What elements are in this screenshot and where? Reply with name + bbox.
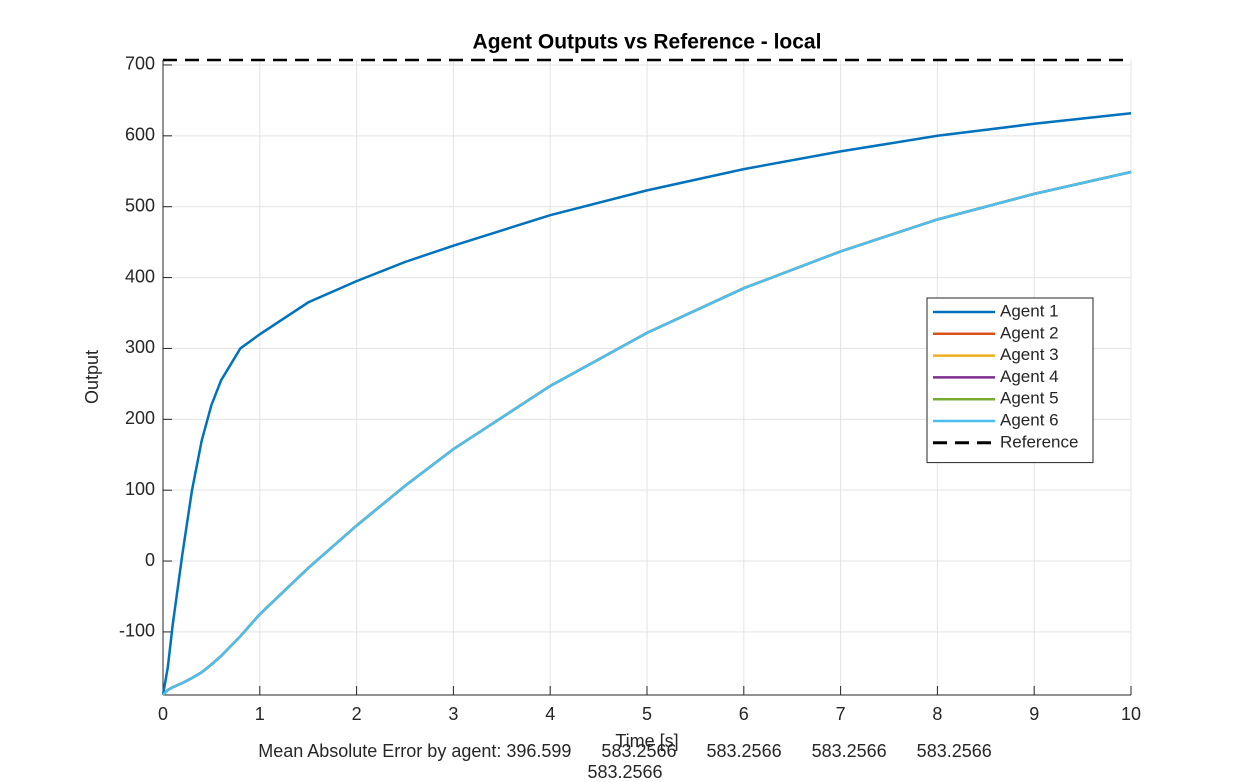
legend-box [926,297,1094,464]
x-tick-label: 0 [158,704,168,724]
x-axis-label: Time [s] [615,731,678,751]
x-tick-label: 7 [836,704,846,724]
x-tick-label: 3 [448,704,458,724]
x-tick-label: 6 [739,704,749,724]
y-tick-label: 300 [125,337,155,357]
x-tick-label: 9 [1029,704,1039,724]
y-tick-label: 600 [125,125,155,145]
annotation: Mean Absolute Error by agent: 396.599 58… [258,741,992,761]
y-tick-label: 200 [125,408,155,428]
y-tick-label: 400 [125,266,155,286]
annotation: 583.2566 [587,762,662,782]
y-tick-label: -100 [119,621,155,641]
legend-label: Reference [1000,432,1078,451]
y-tick-label: 500 [125,195,155,215]
line-series [161,111,1132,696]
chart-title: Agent Outputs vs Reference - local [473,31,822,54]
x-tick-label: 8 [932,704,942,724]
line-series [162,170,1132,696]
x-tick-label: 1 [255,704,265,724]
y-tick-label: 100 [125,479,155,499]
y-axis-label: Output [82,350,102,404]
y-tick-label: 0 [145,550,155,570]
x-tick-label: 2 [352,704,362,724]
y-tick-label: 700 [125,54,155,74]
legend-label: Agent 4 [1000,367,1059,386]
legend-label: Agent 3 [1000,345,1059,364]
legend-label: Agent 5 [1000,389,1059,408]
x-tick-label: 5 [642,704,652,724]
x-tick-label: 10 [1121,704,1141,724]
x-tick-label: 4 [545,704,555,724]
legend-label: Agent 2 [1000,323,1059,342]
legend-label: Agent 1 [1000,301,1059,320]
legend: Agent 1 Agent 2 Agent 3 Agent 4 Agent 5 Agent… [926,297,1094,464]
legend-label: Agent 6 [1000,410,1059,429]
